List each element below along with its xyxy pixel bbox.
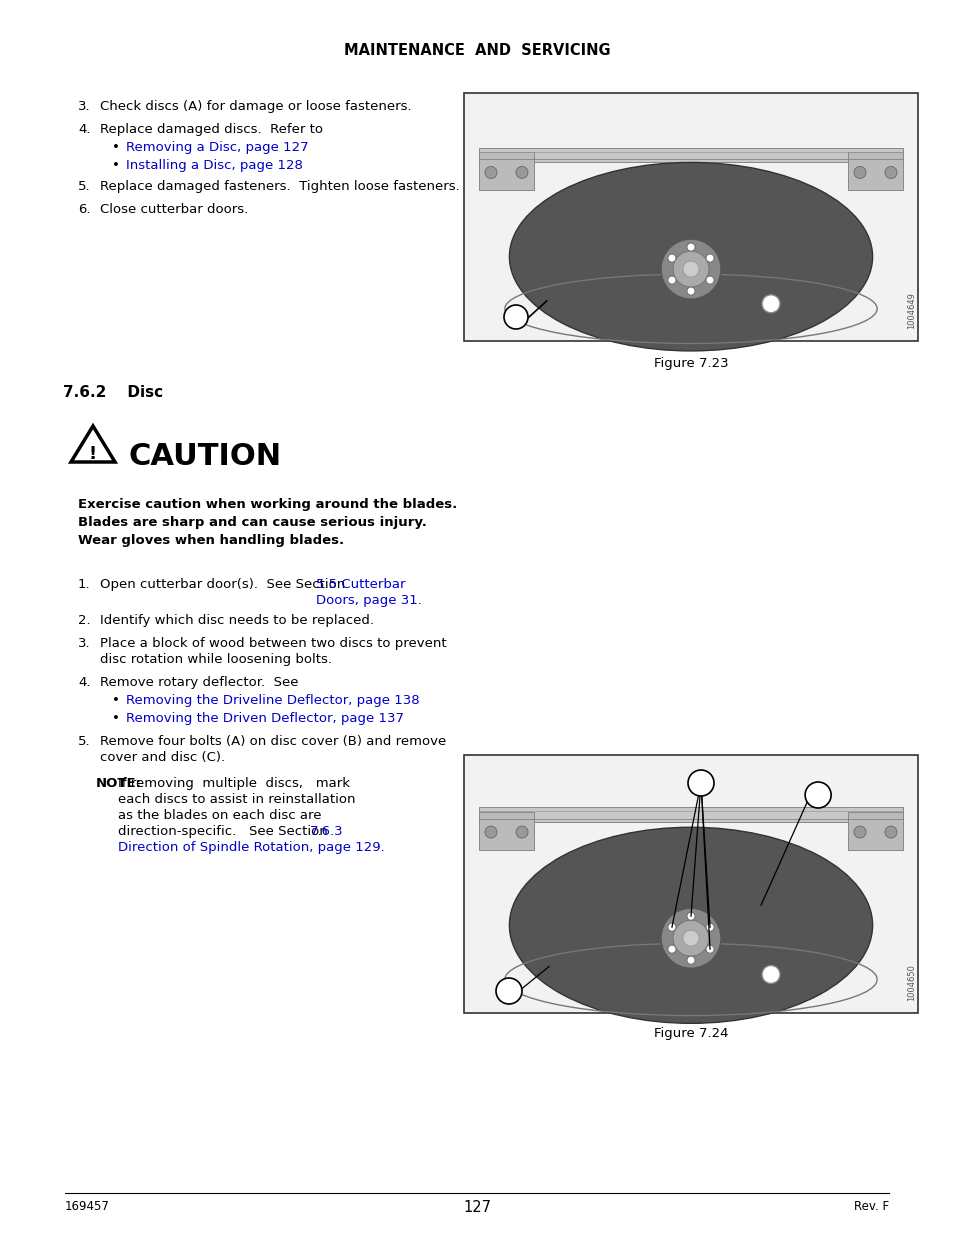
Text: 3.: 3.	[78, 100, 91, 112]
Text: •: •	[112, 159, 120, 172]
Text: 5.: 5.	[78, 180, 91, 193]
Text: Rev. F: Rev. F	[853, 1200, 888, 1213]
Text: C: C	[504, 990, 513, 1004]
Text: cover and disc (C).: cover and disc (C).	[100, 751, 225, 764]
Text: Remove four bolts (A) on disc cover (B) and remove: Remove four bolts (A) on disc cover (B) …	[100, 735, 446, 748]
Circle shape	[853, 167, 865, 178]
Bar	[478, 806, 902, 823]
Circle shape	[496, 978, 521, 1004]
Text: Installing a Disc, page 128: Installing a Disc, page 128	[126, 159, 302, 172]
Text: 4.: 4.	[78, 124, 91, 136]
Bar	[478, 813, 534, 850]
Circle shape	[705, 254, 713, 262]
Circle shape	[686, 287, 695, 295]
Ellipse shape	[509, 163, 872, 351]
Circle shape	[682, 261, 699, 277]
Text: •: •	[112, 713, 120, 725]
Text: Blades are sharp and can cause serious injury.: Blades are sharp and can cause serious i…	[78, 516, 426, 529]
Text: Replace damaged discs.  Refer to: Replace damaged discs. Refer to	[100, 124, 323, 136]
Bar	[478, 152, 534, 190]
Text: direction-specific.   See Section: direction-specific. See Section	[118, 825, 332, 839]
Circle shape	[686, 913, 695, 920]
Bar	[463, 93, 917, 341]
Circle shape	[687, 769, 713, 797]
Bar	[478, 147, 902, 163]
Text: Identify which disc needs to be replaced.: Identify which disc needs to be replaced…	[100, 614, 374, 627]
Text: 5.5 Cutterbar: 5.5 Cutterbar	[315, 578, 405, 592]
Text: Open cutterbar door(s).  See Section: Open cutterbar door(s). See Section	[100, 578, 349, 592]
Text: NOTE:: NOTE:	[96, 777, 142, 790]
Text: Remove rotary deflector.  See: Remove rotary deflector. See	[100, 676, 298, 689]
Text: A: A	[696, 771, 705, 783]
Text: Doors, page 31.: Doors, page 31.	[315, 594, 421, 606]
Circle shape	[667, 924, 676, 931]
Text: Exercise caution when working around the blades.: Exercise caution when working around the…	[78, 498, 456, 511]
Circle shape	[503, 305, 527, 329]
Text: 1.: 1.	[78, 578, 91, 592]
Circle shape	[884, 826, 896, 839]
Circle shape	[484, 826, 497, 839]
Polygon shape	[71, 426, 115, 462]
Circle shape	[705, 945, 713, 953]
Text: 5.: 5.	[78, 735, 91, 748]
Circle shape	[660, 908, 720, 968]
Text: 6.: 6.	[78, 203, 91, 216]
Text: •: •	[112, 141, 120, 154]
Text: Check discs (A) for damage or loose fasteners.: Check discs (A) for damage or loose fast…	[100, 100, 411, 112]
Text: •: •	[112, 694, 120, 706]
Text: 4.: 4.	[78, 676, 91, 689]
Text: 1004649: 1004649	[906, 293, 916, 329]
Text: as the blades on each disc are: as the blades on each disc are	[118, 809, 321, 823]
Text: !: !	[89, 445, 97, 463]
Text: Figure 7.24: Figure 7.24	[653, 1028, 727, 1040]
Text: Removing a Disc, page 127: Removing a Disc, page 127	[126, 141, 309, 154]
Circle shape	[516, 826, 527, 839]
Circle shape	[516, 167, 527, 178]
Text: 169457: 169457	[65, 1200, 110, 1213]
Text: Figure 7.23: Figure 7.23	[653, 357, 727, 370]
Text: Replace damaged fasteners.  Tighten loose fasteners.: Replace damaged fasteners. Tighten loose…	[100, 180, 459, 193]
Circle shape	[660, 240, 720, 299]
Circle shape	[884, 167, 896, 178]
Text: 2.: 2.	[78, 614, 91, 627]
Text: Wear gloves when handling blades.: Wear gloves when handling blades.	[78, 534, 344, 547]
Circle shape	[667, 254, 676, 262]
Text: 7.6.3: 7.6.3	[310, 825, 343, 839]
Circle shape	[761, 295, 780, 312]
Text: Place a block of wood between two discs to prevent: Place a block of wood between two discs …	[100, 637, 446, 650]
Circle shape	[667, 945, 676, 953]
Circle shape	[686, 956, 695, 965]
Text: B: B	[813, 783, 821, 795]
Ellipse shape	[509, 827, 872, 1024]
Bar	[847, 813, 902, 850]
Circle shape	[682, 930, 699, 946]
Circle shape	[705, 277, 713, 284]
Text: Close cutterbar doors.: Close cutterbar doors.	[100, 203, 248, 216]
Circle shape	[672, 251, 708, 287]
Text: 3.: 3.	[78, 637, 91, 650]
Text: A: A	[511, 316, 520, 330]
Text: Direction of Spindle Rotation, page 129.: Direction of Spindle Rotation, page 129.	[118, 841, 384, 853]
Text: each discs to assist in reinstallation: each discs to assist in reinstallation	[118, 793, 355, 806]
Circle shape	[761, 966, 780, 983]
Text: MAINTENANCE  AND  SERVICING: MAINTENANCE AND SERVICING	[343, 43, 610, 58]
Circle shape	[804, 782, 830, 808]
Circle shape	[705, 924, 713, 931]
Circle shape	[686, 243, 695, 251]
Circle shape	[672, 920, 708, 956]
Bar	[463, 755, 917, 1013]
Text: 7.6.2    Disc: 7.6.2 Disc	[63, 385, 163, 400]
Text: CAUTION: CAUTION	[128, 442, 281, 471]
Text: disc rotation while loosening bolts.: disc rotation while loosening bolts.	[100, 653, 332, 666]
Text: Removing the Driveline Deflector, page 138: Removing the Driveline Deflector, page 1…	[126, 694, 419, 706]
Circle shape	[853, 826, 865, 839]
Bar	[847, 152, 902, 190]
Text: Removing the Driven Deflector, page 137: Removing the Driven Deflector, page 137	[126, 713, 403, 725]
Text: 1004650: 1004650	[906, 965, 916, 1002]
Circle shape	[667, 277, 676, 284]
Circle shape	[484, 167, 497, 178]
Text: If removing  multiple  discs,   mark: If removing multiple discs, mark	[118, 777, 350, 790]
Text: 127: 127	[462, 1200, 491, 1215]
